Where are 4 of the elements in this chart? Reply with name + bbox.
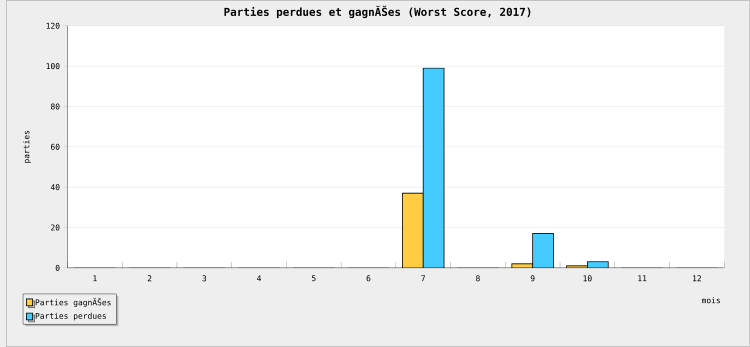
bar: [532, 233, 554, 268]
bar: [422, 68, 444, 268]
bar: [402, 192, 424, 268]
chart-title: Parties perdues et gagnĂŠes (Worst Score, 2017): [224, 6, 530, 18]
